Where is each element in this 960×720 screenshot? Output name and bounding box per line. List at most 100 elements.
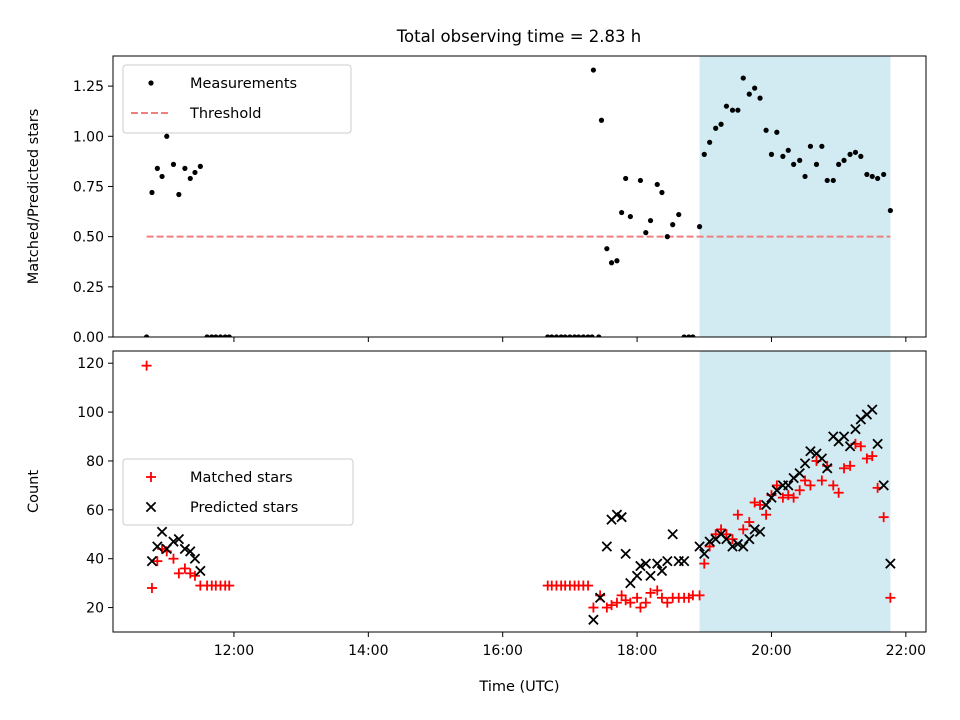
measurements-point	[740, 75, 746, 81]
matched-stars-point	[721, 529, 732, 540]
measurements-point	[768, 151, 775, 157]
predicted-stars-point	[878, 480, 889, 491]
measurements-point	[836, 161, 842, 167]
legend-label: Measurements	[190, 76, 297, 92]
measurements-point	[176, 191, 182, 198]
measurements-point	[729, 107, 736, 113]
matched-stars-point	[710, 529, 721, 540]
matched-stars-point	[845, 460, 856, 471]
y-tick-label: 0.50	[73, 230, 104, 246]
predicted-stars-point	[844, 441, 856, 452]
measurements-point	[192, 169, 198, 176]
predicted-stars-point	[662, 555, 673, 567]
y-tick-label: 100	[77, 405, 104, 421]
predicted-stars-point	[620, 548, 631, 560]
measurements-point	[763, 127, 769, 133]
predicted-stars-point	[601, 541, 613, 552]
axes-frame	[112, 350, 927, 633]
matched-stars-point	[185, 568, 196, 579]
legend-box	[122, 64, 352, 134]
measurements-point	[723, 103, 730, 109]
predicted-stars-point	[732, 538, 744, 550]
y-tick-label: 0.00	[73, 330, 104, 346]
predicted-stars-point	[185, 546, 196, 557]
measurements-point	[182, 165, 188, 171]
predicted-stars-point	[704, 536, 715, 547]
measurements-point	[149, 189, 155, 196]
y-tick-label: 120	[77, 356, 104, 372]
matched-stars-point	[828, 480, 839, 491]
matched-stars-point	[656, 592, 667, 603]
legend-marker	[146, 472, 156, 482]
measurements-point	[869, 173, 875, 180]
predicted-stars-point	[667, 529, 678, 540]
measurements-point	[222, 334, 228, 337]
matched-stars-point	[699, 558, 710, 569]
matched-stars-point	[761, 509, 772, 520]
y-tick-label: 60	[86, 503, 104, 519]
predicted-stars-point	[783, 480, 794, 491]
matched-stars-point	[152, 556, 163, 567]
measurements-point	[847, 151, 853, 157]
measurements-point	[802, 173, 808, 180]
matched-stars-point	[861, 453, 872, 464]
measurements-point	[187, 175, 193, 182]
legend-box	[122, 458, 354, 526]
measurements-point	[159, 173, 165, 180]
predicted-stars-point	[838, 431, 850, 442]
predicted-stars-point	[738, 541, 749, 552]
measurements-point	[670, 222, 676, 228]
legend-marker	[148, 80, 154, 86]
measurements-point	[774, 129, 780, 135]
matched-stars-point	[749, 497, 760, 508]
matched-stars-point	[588, 602, 599, 613]
predicted-stars-point	[694, 541, 705, 552]
matched-stars-point	[141, 360, 152, 371]
measurements-point	[580, 334, 586, 337]
predicted-stars-point	[189, 553, 201, 564]
matched-stars-point	[800, 475, 811, 486]
x-axis-label: Time (UTC)	[478, 679, 559, 695]
matched-stars-point	[224, 580, 235, 591]
measurements-point	[585, 334, 591, 337]
measurements-point	[571, 334, 578, 337]
matched-stars-point	[146, 583, 157, 594]
predicted-stars-point	[594, 592, 606, 604]
ratio-panel: 0.00 0.25 0.50 0.75 1.00 1.25 Matched/Predicte…	[26, 55, 927, 346]
matched-stars-point	[738, 524, 749, 535]
predicted-stars-point	[640, 558, 652, 569]
measurements-point	[718, 121, 724, 127]
measurements-point	[858, 153, 864, 159]
measurements-point	[558, 334, 564, 337]
measurements-point	[553, 334, 560, 337]
measurements-point	[209, 334, 215, 337]
predicted-stars-point	[794, 467, 805, 479]
matched-stars-point	[805, 480, 816, 491]
y-tick-label: 0.25	[73, 280, 104, 296]
measurements-point	[735, 107, 741, 113]
measurements-point	[875, 175, 881, 182]
predicted-stars-point	[799, 458, 811, 469]
matched-stars-point	[635, 602, 646, 613]
measurements-point	[562, 334, 568, 337]
measurements-point	[830, 177, 836, 184]
measurements-point	[807, 143, 814, 149]
predicted-stars-point	[635, 560, 646, 572]
measurements-point	[686, 334, 692, 337]
predicted-stars-point	[850, 423, 861, 435]
predicted-stars-point	[156, 526, 168, 538]
measurements-point	[154, 165, 160, 171]
matched-stars-point	[716, 524, 727, 535]
measurements-point	[780, 153, 786, 159]
matched-stars-point	[839, 463, 850, 474]
measurements-point	[659, 189, 665, 196]
predicted-stars-point	[821, 463, 833, 474]
measurements-point	[549, 334, 555, 337]
matched-stars-point	[601, 602, 612, 613]
matched-stars-point	[833, 487, 844, 498]
measurements-point	[590, 67, 597, 73]
axes-frame	[112, 55, 927, 338]
y-tick-label: 0.75	[73, 179, 104, 195]
measurements-point	[623, 175, 629, 182]
matched-stars-point	[694, 590, 705, 601]
